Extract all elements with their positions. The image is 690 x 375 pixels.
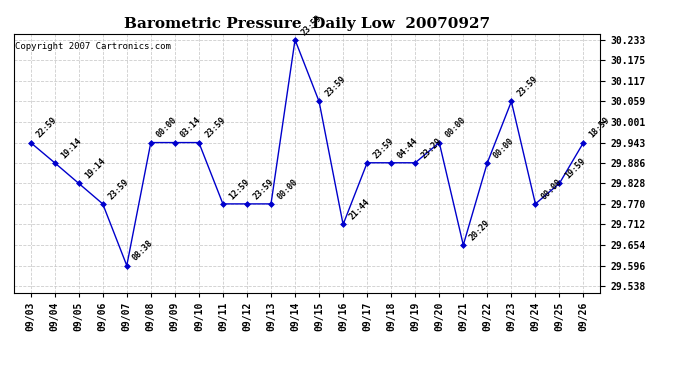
Text: 03:14: 03:14 xyxy=(179,116,203,140)
Text: 08:38: 08:38 xyxy=(131,239,155,263)
Text: 23:59: 23:59 xyxy=(515,75,540,99)
Text: 23:59: 23:59 xyxy=(371,136,395,160)
Text: 21:44: 21:44 xyxy=(347,198,371,222)
Text: 00:00: 00:00 xyxy=(155,116,179,140)
Text: 00:00: 00:00 xyxy=(491,136,515,160)
Text: 19:59: 19:59 xyxy=(564,156,588,180)
Text: 23:59: 23:59 xyxy=(299,13,323,37)
Text: 23:59: 23:59 xyxy=(203,116,227,140)
Text: 04:44: 04:44 xyxy=(395,136,420,160)
Text: 00:00: 00:00 xyxy=(444,116,467,140)
Text: 18:59: 18:59 xyxy=(588,116,611,140)
Text: 19:14: 19:14 xyxy=(59,136,83,160)
Text: 23:59: 23:59 xyxy=(323,75,347,99)
Text: 00:00: 00:00 xyxy=(540,177,564,201)
Text: 23:59: 23:59 xyxy=(251,177,275,201)
Title: Barometric Pressure  Daily Low  20070927: Barometric Pressure Daily Low 20070927 xyxy=(124,17,490,31)
Text: 00:00: 00:00 xyxy=(275,177,299,201)
Text: 12:59: 12:59 xyxy=(227,177,251,201)
Text: 23:29: 23:29 xyxy=(420,136,444,160)
Text: 22:59: 22:59 xyxy=(34,116,59,140)
Text: 19:14: 19:14 xyxy=(83,156,107,180)
Text: 20:29: 20:29 xyxy=(467,218,491,242)
Text: Copyright 2007 Cartronics.com: Copyright 2007 Cartronics.com xyxy=(15,42,171,51)
Text: 23:59: 23:59 xyxy=(107,177,131,201)
